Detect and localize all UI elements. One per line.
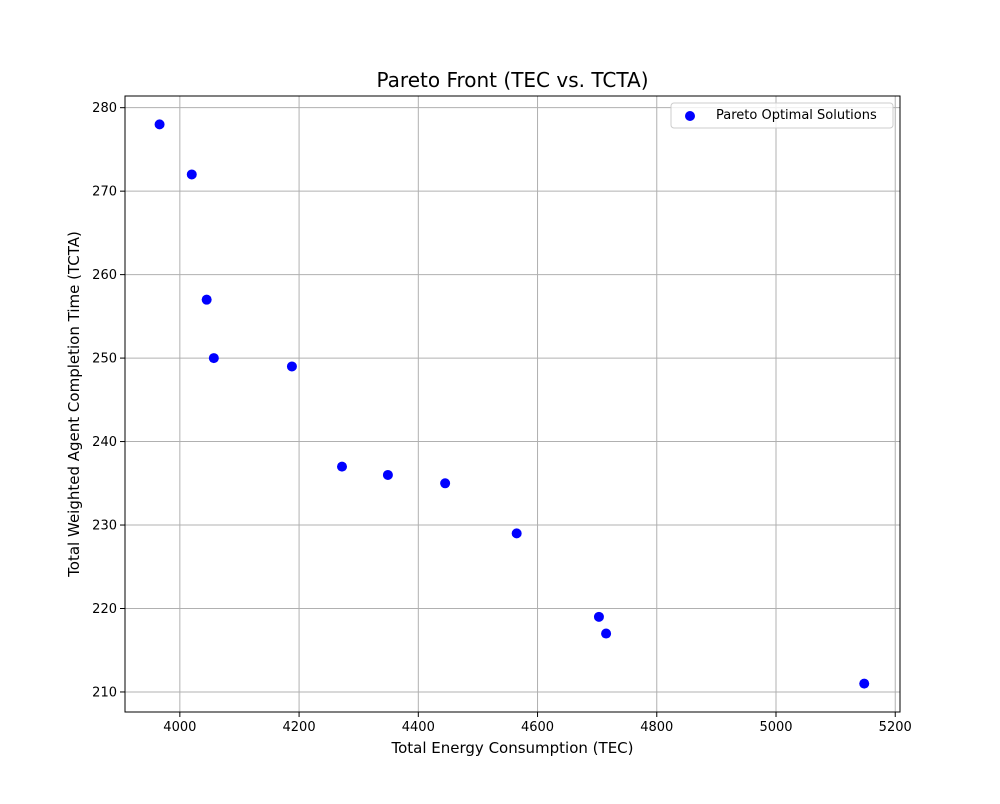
data-point [337, 461, 347, 472]
data-point [286, 361, 297, 372]
y-axis-label: Total Weighted Agent Completion Time (TC… [65, 231, 83, 578]
x-tick-label: 4800 [640, 720, 673, 735]
data-point [593, 611, 604, 622]
x-tick-label: 5200 [879, 720, 912, 735]
points-layer [154, 119, 870, 689]
y-tick-label: 270 [92, 185, 117, 200]
data-point [511, 528, 522, 539]
data-point [859, 678, 870, 689]
y-tick-label: 230 [92, 519, 117, 534]
data-point [201, 294, 212, 305]
axes-frame [124, 95, 901, 713]
legend-marker [685, 111, 695, 121]
y-tick-label: 220 [92, 602, 117, 617]
data-point [208, 353, 219, 364]
grid-layer [125, 96, 900, 712]
x-axis-label: Total Energy Consumption (TEC) [390, 739, 633, 757]
x-tick-label: 4200 [283, 720, 316, 735]
chart-title: Pareto Front (TEC vs. TCTA) [377, 68, 649, 92]
data-point [382, 469, 393, 480]
y-tick-label: 260 [92, 268, 117, 283]
data-point [186, 169, 197, 180]
tick-layer: 4000 4200 4400 4600 4800 5000 5200 210 220 230 240… [92, 101, 912, 735]
x-tick-label: 4400 [402, 720, 435, 735]
data-point [154, 119, 165, 130]
y-tick-label: 240 [92, 435, 117, 450]
y-tick-label: 250 [92, 352, 117, 367]
y-tick-label: 280 [92, 101, 117, 116]
data-point [601, 628, 612, 639]
x-tick-label: 4000 [163, 720, 196, 735]
legend-box [670, 102, 894, 129]
x-tick-label: 4600 [521, 720, 554, 735]
data-point [440, 478, 451, 489]
y-tick-label: 210 [92, 685, 117, 700]
x-tick-label: 5000 [759, 720, 792, 735]
legend: Pareto Optimal Solutions [670, 102, 894, 129]
legend-label: Pareto Optimal Solutions [716, 108, 877, 123]
